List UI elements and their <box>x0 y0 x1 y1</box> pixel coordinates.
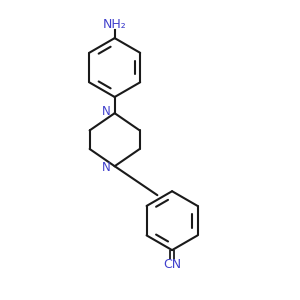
Text: NH₂: NH₂ <box>103 18 127 32</box>
Text: CN: CN <box>163 258 181 271</box>
Text: N: N <box>101 161 110 174</box>
Text: N: N <box>101 105 110 118</box>
